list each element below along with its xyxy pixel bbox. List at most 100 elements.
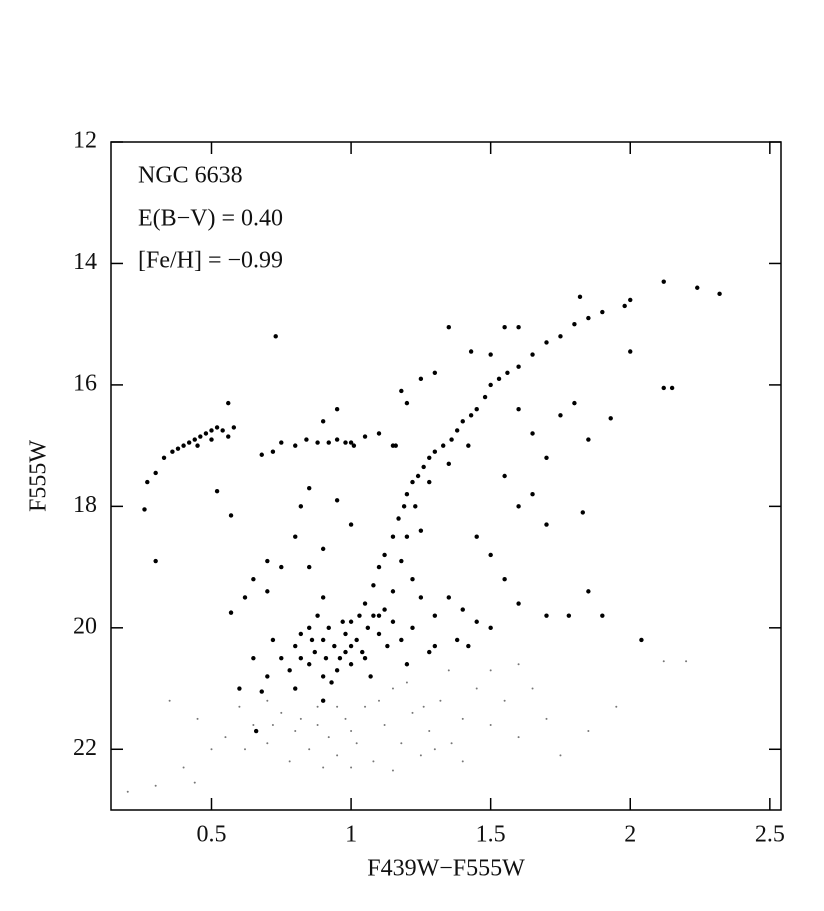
- point: [371, 613, 376, 618]
- point: [376, 564, 382, 570]
- point: [362, 655, 368, 661]
- point: [628, 297, 633, 303]
- point: [362, 601, 368, 606]
- point: [413, 504, 418, 509]
- point: [410, 479, 415, 485]
- point: [608, 416, 613, 421]
- point: [428, 730, 431, 733]
- point: [516, 407, 521, 412]
- y-tick-label: 18: [73, 492, 97, 518]
- point: [600, 309, 605, 315]
- x-tick-label: 1.5: [476, 822, 506, 848]
- point: [410, 625, 415, 631]
- point: [502, 325, 507, 330]
- point: [350, 730, 353, 733]
- point: [252, 723, 255, 726]
- point: [404, 492, 410, 497]
- x-axis-label: F439W−F555W: [367, 856, 525, 882]
- point: [516, 364, 521, 369]
- point: [315, 440, 320, 445]
- plot-frame: [110, 141, 782, 811]
- point: [320, 419, 326, 424]
- point: [474, 619, 479, 624]
- point: [441, 443, 446, 448]
- point: [348, 522, 354, 527]
- point: [336, 754, 339, 757]
- point: [368, 674, 373, 679]
- point: [376, 613, 382, 618]
- point: [242, 595, 248, 600]
- point: [298, 631, 304, 637]
- point: [323, 655, 329, 661]
- point: [489, 723, 492, 726]
- point: [362, 434, 368, 439]
- point: [419, 754, 422, 757]
- point: [265, 558, 270, 564]
- point: [439, 699, 442, 702]
- point: [316, 705, 319, 708]
- point: [586, 315, 591, 321]
- point: [336, 705, 339, 708]
- point: [343, 631, 348, 637]
- point: [639, 637, 644, 643]
- point: [270, 449, 276, 454]
- point: [405, 681, 408, 684]
- point: [385, 643, 390, 649]
- point: [390, 534, 396, 539]
- point: [251, 655, 256, 661]
- x-tick-label: 2: [624, 822, 636, 848]
- point: [390, 589, 396, 594]
- point: [279, 655, 284, 661]
- point: [517, 736, 520, 739]
- point: [237, 686, 242, 691]
- point: [468, 349, 474, 354]
- point: [170, 449, 175, 454]
- point: [376, 431, 382, 436]
- point: [661, 385, 666, 391]
- point: [153, 558, 158, 564]
- point: [354, 637, 359, 643]
- point: [364, 705, 367, 708]
- point: [271, 723, 274, 726]
- point: [181, 443, 186, 448]
- point: [460, 607, 465, 612]
- point: [544, 455, 549, 460]
- point: [418, 528, 424, 533]
- point: [566, 613, 572, 618]
- point: [287, 668, 292, 673]
- point: [308, 748, 311, 751]
- point: [265, 674, 270, 679]
- point: [474, 534, 479, 539]
- point: [558, 413, 563, 418]
- point: [460, 419, 465, 424]
- point: [220, 428, 225, 433]
- point: [422, 705, 425, 708]
- point: [266, 742, 269, 745]
- point: [343, 440, 348, 445]
- point: [251, 577, 256, 582]
- point: [418, 595, 424, 600]
- point: [615, 705, 618, 708]
- point: [401, 504, 407, 509]
- point: [307, 625, 312, 631]
- point: [400, 742, 403, 745]
- point: [320, 637, 326, 643]
- point: [577, 294, 583, 300]
- point: [209, 428, 214, 433]
- point: [357, 613, 362, 618]
- point: [628, 349, 633, 354]
- point: [280, 711, 283, 714]
- point: [195, 443, 200, 448]
- point: [432, 449, 438, 454]
- point: [196, 717, 199, 720]
- point: [411, 711, 414, 714]
- point: [544, 613, 549, 618]
- point: [293, 643, 298, 649]
- point: [193, 781, 196, 784]
- point: [433, 748, 436, 751]
- point: [496, 376, 502, 382]
- point: [293, 686, 298, 691]
- point: [326, 625, 331, 631]
- point: [273, 334, 278, 339]
- point: [516, 601, 521, 606]
